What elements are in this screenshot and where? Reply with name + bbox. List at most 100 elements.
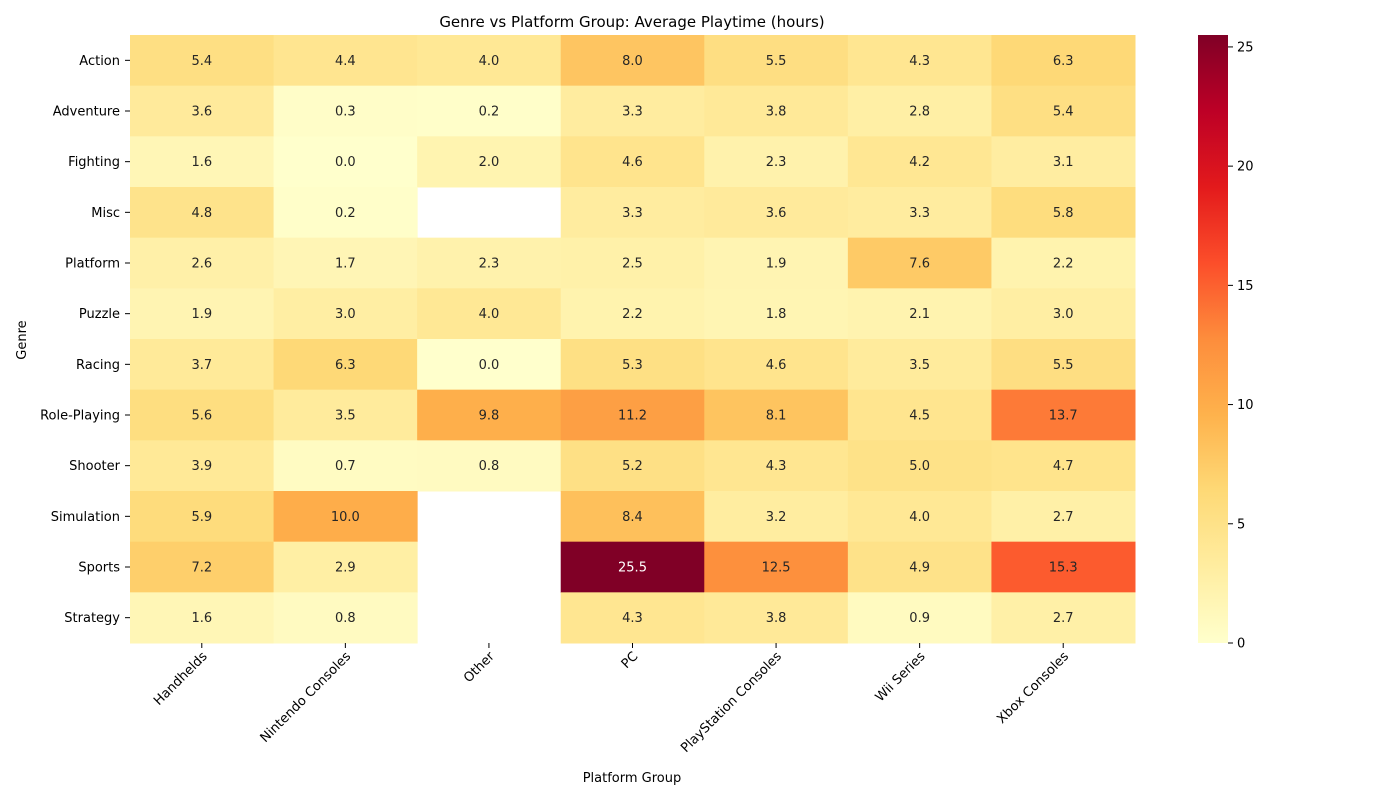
heatmap-cell [704,136,849,188]
heatmap-cell [417,339,562,391]
cell-value-label: 7.2 [191,561,212,576]
cell-value-label: 1.7 [335,257,356,272]
heatmap-cell [847,440,992,492]
cell-value-label: 0.3 [335,105,356,120]
heatmap-cell [560,541,705,593]
cell-value-label: 8.0 [622,54,643,69]
heatmap-cell [560,136,705,188]
cell-value-label: 1.8 [766,307,787,322]
heatmap-cell [130,541,275,593]
heatmap-cell [273,85,418,137]
y-tick-label: Adventure [53,105,120,120]
heatmap-cell [847,541,992,593]
heatmap-cell [417,35,562,87]
cell-value-label: 7.6 [909,257,930,272]
cell-value-label: 2.1 [909,307,930,322]
heatmap-cell [847,491,992,543]
x-tick-label: Other [461,649,498,686]
heatmap-cell [130,592,275,644]
heatmap-cell [847,339,992,391]
heatmap-cell [273,389,418,441]
cell-value-label: 2.0 [479,155,500,170]
cell-value-label: 12.5 [762,561,791,576]
heatmap-cells [130,35,1136,644]
heatmap-cell [560,592,705,644]
heatmap-cell [560,339,705,391]
y-tick-label: Sports [78,561,120,576]
heatmap-cell [847,35,992,87]
heatmap-cell [560,491,705,543]
cell-value-label: 1.6 [191,611,212,626]
heatmap-cell [704,389,849,441]
y-tick-label: Misc [91,206,120,221]
heatmap-cell [991,85,1136,137]
heatmap-cell [847,288,992,340]
cell-value-label: 1.9 [766,257,787,272]
heatmap-cell [273,440,418,492]
heatmap-cell [273,288,418,340]
heatmap-cell [560,187,705,239]
colorbar-tick-label: 25 [1237,40,1254,55]
x-axis: Handhelds Nintendo Consoles Other PC PlaySta… [151,643,1072,756]
x-axis-label: Platform Group [583,771,682,786]
heatmap-cell [130,187,275,239]
colorbar-tick-label: 20 [1237,160,1254,175]
y-tick-label: Role-Playing [40,409,120,424]
cell-value-label: 0.2 [479,105,500,120]
cell-value-label: 3.2 [766,510,787,525]
x-tick-label: Xbox Consoles [994,649,1072,727]
cell-value-label: 0.9 [909,611,930,626]
cell-value-label: 2.2 [1053,257,1074,272]
heatmap-cell [991,339,1136,391]
y-tick-label: Platform [65,257,120,272]
heatmap-cell [273,592,418,644]
cell-value-label: 0.8 [479,459,500,474]
cell-value-label: 5.8 [1053,206,1074,221]
cell-value-label: 3.3 [909,206,930,221]
y-tick-label: Action [79,54,120,69]
cell-value-label: 4.3 [622,611,643,626]
heatmap-cell [991,389,1136,441]
y-tick-label: Simulation [51,510,120,525]
cell-value-label: 9.8 [479,409,500,424]
heatmap-cell [991,440,1136,492]
cell-value-label: 1.9 [191,307,212,322]
cell-value-label: 5.9 [191,510,212,525]
heatmap-cell [130,491,275,543]
x-tick-label: Nintendo Consoles [258,649,355,746]
heatmap-cell [273,339,418,391]
cell-value-label: 3.6 [766,206,787,221]
y-tick-label: Fighting [68,155,120,170]
cell-value-label: 3.8 [766,611,787,626]
heatmap-cell [130,136,275,188]
heatmap-cell [273,187,418,239]
heatmap-cell [560,389,705,441]
heatmap-cell [991,288,1136,340]
cell-value-label: 5.5 [766,54,787,69]
colorbar-gradient [1198,35,1228,643]
heatmap-cell [130,288,275,340]
heatmap-cell [704,491,849,543]
cell-value-label: 3.0 [335,307,356,322]
cell-value-label: 1.6 [191,155,212,170]
cell-value-label: 4.9 [909,561,930,576]
heatmap-cell [417,440,562,492]
heatmap-cell [847,389,992,441]
cell-value-label: 2.8 [909,105,930,120]
cell-value-label: 4.4 [335,54,356,69]
heatmap-cell [273,136,418,188]
cell-value-label: 4.5 [909,409,930,424]
y-axis: Action Adventure Fighting Misc Platform Puzzl… [40,54,130,626]
heatmap-cell-labels: 5.4 4.4 4.0 8.0 5.5 4.3 6.3 3.6 0.3 0.2 3.3 3.8 2.8 5… [191,54,1077,626]
heatmap-cell [130,440,275,492]
cell-value-label: 3.3 [622,105,643,120]
colorbar-tick-label: 15 [1237,279,1254,294]
heatmap-cell [704,592,849,644]
heatmap-cell [704,541,849,593]
heatmap-cell [417,288,562,340]
heatmap-cell [130,35,275,87]
cell-value-label: 2.7 [1053,510,1074,525]
cell-value-label: 15.3 [1049,561,1078,576]
heatmap-cell [704,237,849,289]
cell-value-label: 2.3 [479,257,500,272]
